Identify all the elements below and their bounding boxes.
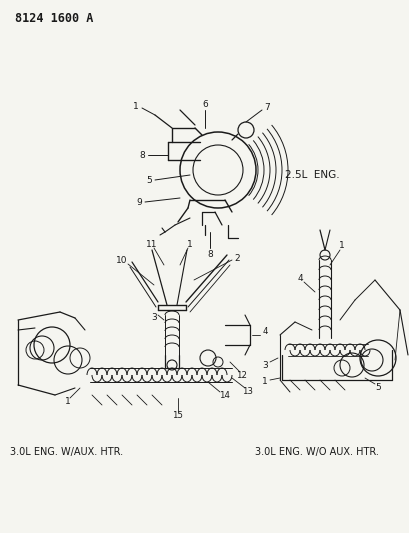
Text: 15: 15 xyxy=(172,410,183,419)
Text: 7: 7 xyxy=(263,102,269,111)
Text: 5: 5 xyxy=(146,175,151,184)
Text: 8: 8 xyxy=(139,150,144,159)
Text: 8124 1600 A: 8124 1600 A xyxy=(15,12,93,25)
Text: 1: 1 xyxy=(338,240,344,249)
Text: 8: 8 xyxy=(207,249,212,259)
Text: 4: 4 xyxy=(262,327,267,336)
Text: 3.0L ENG. W/O AUX. HTR.: 3.0L ENG. W/O AUX. HTR. xyxy=(254,447,378,457)
Text: 6: 6 xyxy=(202,100,207,109)
Text: 1: 1 xyxy=(133,101,139,110)
Text: 2: 2 xyxy=(234,254,239,262)
Text: 11: 11 xyxy=(146,239,157,248)
Text: 4: 4 xyxy=(297,273,302,282)
Text: 13: 13 xyxy=(242,387,253,397)
Text: 12: 12 xyxy=(236,370,247,379)
Text: 1: 1 xyxy=(187,239,192,248)
Text: 3: 3 xyxy=(151,313,157,322)
Text: 14: 14 xyxy=(219,391,230,400)
Text: 9: 9 xyxy=(136,198,142,206)
Text: 10: 10 xyxy=(116,255,128,264)
Text: 5: 5 xyxy=(374,384,380,392)
Text: 3: 3 xyxy=(261,360,267,369)
Text: 3.0L ENG. W/AUX. HTR.: 3.0L ENG. W/AUX. HTR. xyxy=(10,447,123,457)
Text: 1: 1 xyxy=(65,398,71,407)
Text: 1: 1 xyxy=(261,377,267,386)
Text: 2.5L  ENG.: 2.5L ENG. xyxy=(284,170,339,180)
